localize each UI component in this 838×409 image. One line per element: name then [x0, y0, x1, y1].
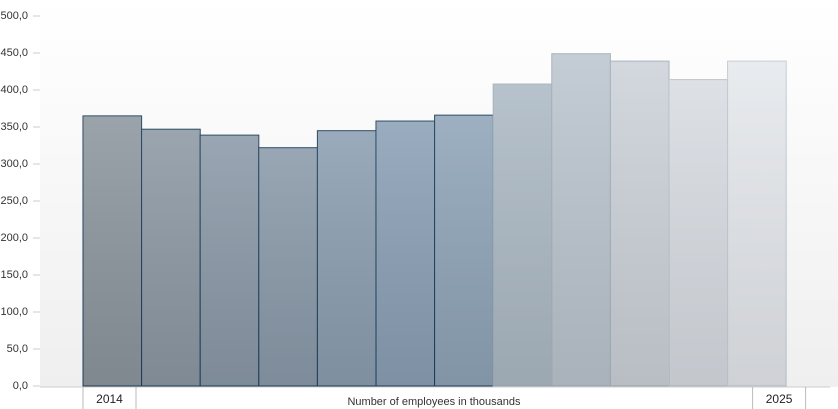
x-tick-label: 2025: [766, 392, 793, 406]
y-tick-label: 0,0: [13, 380, 28, 392]
x-axis-label: Number of employees in thousands: [347, 396, 521, 408]
y-tick-label: 150,0: [0, 269, 28, 281]
y-tick-label: 400,0: [0, 84, 28, 96]
y-tick-label: 350,0: [0, 121, 28, 133]
bar-shade: [317, 130, 376, 386]
bar-shade: [200, 135, 259, 386]
bar-shade: [551, 53, 611, 387]
y-tick-label: 100,0: [0, 306, 28, 318]
bar-shade: [376, 121, 435, 386]
bar-shade: [493, 84, 552, 386]
bar-shade: [83, 115, 142, 387]
bar-shade: [727, 61, 787, 386]
y-tick-label: 500,0: [0, 10, 28, 22]
y-tick-label: 200,0: [0, 232, 28, 244]
bar-shade: [610, 61, 669, 386]
y-tick-label: 50,0: [7, 343, 28, 355]
y-tick-label: 300,0: [0, 158, 28, 170]
y-tick-label: 250,0: [0, 195, 28, 207]
bar-shade: [434, 115, 494, 386]
y-tick-label: 450,0: [0, 47, 28, 59]
x-label-box: [752, 387, 807, 409]
bar-shade: [258, 147, 318, 386]
bar-shade: [141, 129, 201, 386]
x-tick-label: 2014: [96, 392, 123, 406]
bar-shade: [669, 79, 728, 386]
x-label-box: [82, 387, 137, 409]
